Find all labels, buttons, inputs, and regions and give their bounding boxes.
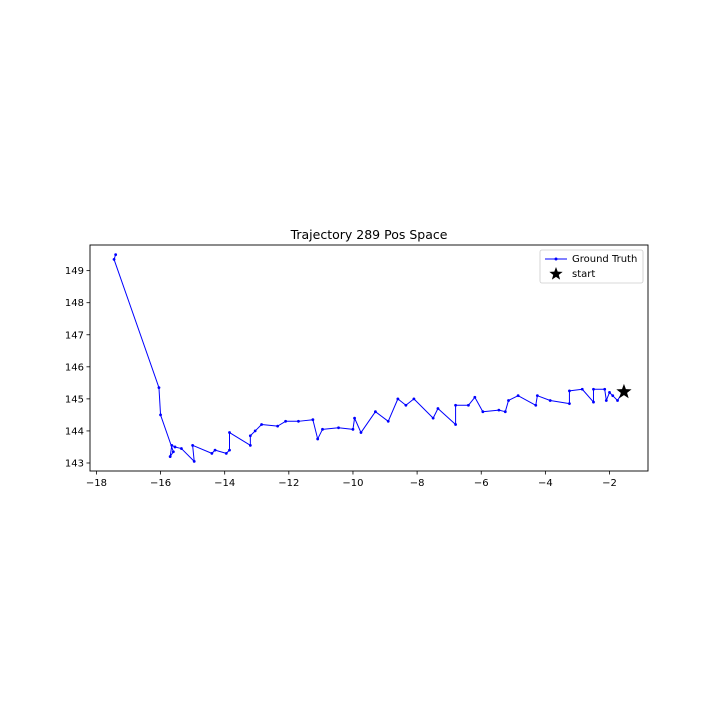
- chart-title: Trajectory 289 Pos Space: [290, 227, 448, 242]
- ground-truth-point: [608, 391, 611, 394]
- ground-truth-point: [224, 451, 228, 455]
- ground-truth-point: [454, 423, 457, 426]
- y-axis: 143 144 145 146 147 148 149: [65, 266, 90, 469]
- ground-truth-point: [180, 447, 183, 450]
- legend-label-ground-truth: Ground Truth: [572, 254, 637, 265]
- y-tick-label: 143: [65, 458, 84, 469]
- ground-truth-point: [454, 403, 457, 407]
- ground-truth-point: [467, 403, 470, 407]
- y-tick-label: 148: [65, 298, 84, 309]
- ground-truth-point: [112, 258, 116, 261]
- legend-marker-start-star-icon: [549, 267, 563, 280]
- ground-truth-point: [321, 427, 324, 431]
- x-tick-label: −4: [538, 478, 553, 489]
- legend-box: [539, 249, 644, 284]
- ground-truth-point: [114, 253, 118, 257]
- ground-truth-point: [611, 394, 615, 398]
- legend-marker-ground-truth: [554, 257, 558, 261]
- y-tick-label: 146: [65, 362, 84, 373]
- x-tick-label: −18: [86, 478, 107, 489]
- ground-truth-point: [337, 426, 340, 430]
- ground-truth-point: [192, 459, 196, 463]
- ground-truth-point: [171, 450, 175, 454]
- ground-truth-point: [603, 387, 607, 391]
- ground-truth-point: [157, 386, 161, 390]
- ground-truth-point: [497, 408, 501, 412]
- x-tick-label: −12: [278, 478, 299, 489]
- ground-truth-point: [191, 443, 195, 447]
- ground-truth-point: [248, 443, 252, 447]
- start-star-icon: [616, 383, 632, 399]
- ground-truth-point: [535, 394, 539, 398]
- ground-truth-point: [516, 394, 520, 398]
- ground-truth-point: [548, 399, 552, 402]
- ground-truth-point: [173, 445, 177, 449]
- ground-truth-point: [374, 410, 377, 414]
- ground-truth-point: [248, 434, 252, 438]
- ground-truth-point: [568, 402, 571, 406]
- x-tick-label: −14: [214, 478, 235, 489]
- ground-truth-point: [253, 429, 257, 433]
- ground-truth-point: [473, 395, 477, 399]
- ground-truth-point: [386, 419, 390, 423]
- ground-truth-point: [213, 448, 217, 452]
- plot-frame: [89, 244, 649, 472]
- ground-truth-point: [297, 419, 300, 423]
- ground-truth-point: [311, 418, 315, 422]
- ground-truth-point: [168, 455, 172, 458]
- ground-truth-point: [404, 403, 408, 407]
- x-tick-label: −8: [410, 478, 425, 489]
- x-axis: −18 −16 −14 −12 −10 −8 −6 −4 −2: [86, 471, 617, 489]
- ground-truth-point: [431, 416, 435, 420]
- legend-label-start: start: [572, 269, 595, 280]
- ground-truth-point: [353, 416, 356, 420]
- ground-truth-point: [568, 389, 571, 393]
- ground-truth-point: [481, 410, 485, 414]
- ground-truth-point: [507, 399, 510, 402]
- ground-truth-point: [436, 407, 440, 410]
- ground-truth-point: [359, 431, 363, 434]
- ground-truth-point: [210, 451, 214, 455]
- x-tick-label: −16: [150, 478, 171, 489]
- ground-truth-point: [276, 424, 279, 428]
- ground-truth-point: [228, 448, 231, 452]
- y-tick-label: 149: [65, 266, 84, 277]
- ground-truth-point: [534, 403, 538, 407]
- ground-truth-point: [592, 400, 595, 404]
- ground-truth-point: [170, 443, 174, 447]
- x-tick-label: −10: [342, 478, 363, 489]
- ground-truth-point: [604, 399, 608, 402]
- ground-truth-point: [616, 399, 619, 402]
- series-layer: [112, 253, 632, 463]
- y-tick-label: 145: [65, 394, 84, 405]
- x-tick-label: −6: [474, 478, 489, 489]
- ground-truth-point: [351, 427, 355, 431]
- ground-truth-point: [503, 410, 507, 414]
- ground-truth-point: [260, 423, 263, 426]
- ground-truth-point: [580, 387, 584, 391]
- y-tick-label: 144: [65, 426, 84, 437]
- ground-truth-point: [159, 413, 162, 417]
- ground-truth-point: [316, 437, 320, 441]
- ground-truth-point: [412, 397, 416, 401]
- ground-truth-point: [396, 397, 400, 401]
- x-tick-label: −2: [602, 478, 617, 489]
- ground-truth-point: [228, 431, 231, 434]
- ground-truth-line: [113, 254, 623, 462]
- ground-truth-point: [284, 419, 288, 423]
- ground-truth-point: [592, 387, 595, 391]
- y-tick-label: 147: [65, 330, 84, 341]
- legend: Ground Truth start: [539, 249, 644, 284]
